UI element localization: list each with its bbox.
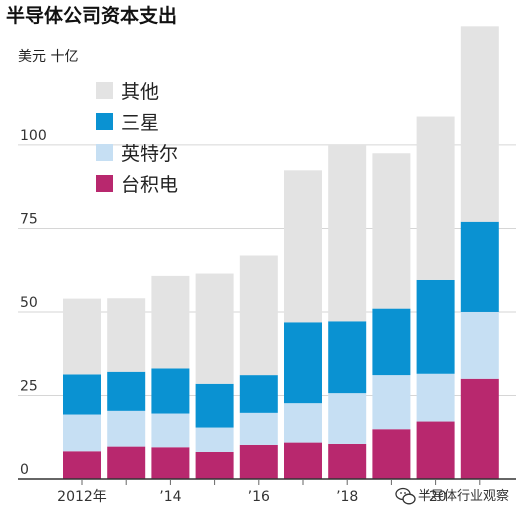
legend-label: 三星: [121, 112, 159, 134]
bar-segment: [63, 298, 101, 375]
bar-segment: [372, 429, 411, 479]
bar-segment: [151, 368, 190, 414]
y-tick-label: 50: [20, 295, 38, 311]
bar-segment: [284, 442, 322, 479]
bar-segment: [107, 298, 146, 372]
bar-segment: [195, 451, 234, 479]
bar-segment: [195, 427, 234, 452]
bar-segment: [416, 116, 455, 280]
bar-segment: [328, 393, 367, 444]
bar-segment: [372, 308, 411, 376]
bar-segment: [328, 321, 367, 394]
bar-segment: [195, 383, 234, 428]
y-axis-ticks: 0 25 50 75 100: [20, 128, 47, 478]
bar-segment: [239, 444, 278, 479]
bar-segment: [63, 451, 101, 479]
bar-segment: [284, 322, 322, 404]
x-tick-label: ’20: [424, 489, 446, 505]
bar-segment: [460, 26, 499, 222]
bar-segment: [107, 371, 146, 411]
legend-swatch: [96, 175, 113, 192]
x-tick-label: ’14: [159, 489, 181, 505]
bar-segment: [151, 275, 190, 369]
bar-segment: [460, 378, 499, 479]
bar-segment: [63, 414, 101, 452]
bar-segment: [107, 446, 146, 479]
legend-label: 其他: [121, 81, 159, 103]
bar-segment: [284, 403, 322, 443]
x-tick-label: ’16: [248, 489, 270, 505]
wechat-icon: [395, 487, 416, 505]
x-tick-label: 2012年: [57, 489, 107, 505]
y-tick-label: 0: [20, 462, 29, 478]
bar-segment: [328, 144, 367, 322]
bar-segments: [63, 26, 499, 479]
legend-label: 台积电: [121, 174, 178, 196]
watermark: 半导体行业观察: [395, 487, 509, 505]
bar-segment: [460, 311, 499, 379]
unit-label: 美元 十亿: [18, 49, 78, 65]
bar-segment: [239, 375, 278, 413]
legend-swatch: [96, 82, 113, 99]
bar-segment: [239, 255, 278, 376]
bar-segment: [63, 374, 101, 415]
legend-swatch: [96, 144, 113, 161]
watermark-text: 半导体行业观察: [418, 489, 509, 504]
bar-segment: [151, 447, 190, 479]
bar-segment: [416, 373, 455, 422]
bar-segment: [239, 412, 278, 445]
bar-segment: [372, 153, 411, 309]
bar-segment: [416, 421, 455, 479]
bar-segment: [107, 410, 146, 447]
x-axis-ticks: 2012年 ’14 ’16 ’18 ’20: [18, 478, 516, 505]
bar-segment: [284, 170, 322, 323]
bar-segment: [151, 413, 190, 448]
bar-segment: [195, 273, 234, 384]
x-tick-label: ’18: [336, 489, 358, 505]
bar-segment: [372, 375, 411, 430]
y-tick-label: 25: [20, 378, 38, 394]
y-tick-label: 100: [20, 128, 47, 144]
bar-segment: [328, 443, 367, 479]
legend-label: 英特尔: [121, 143, 178, 165]
bar-segment: [460, 221, 499, 312]
y-tick-label: 75: [20, 211, 38, 227]
bar-segment: [416, 279, 455, 374]
legend-swatch: [96, 113, 113, 130]
chart-title: 半导体公司资本支出: [6, 4, 177, 27]
